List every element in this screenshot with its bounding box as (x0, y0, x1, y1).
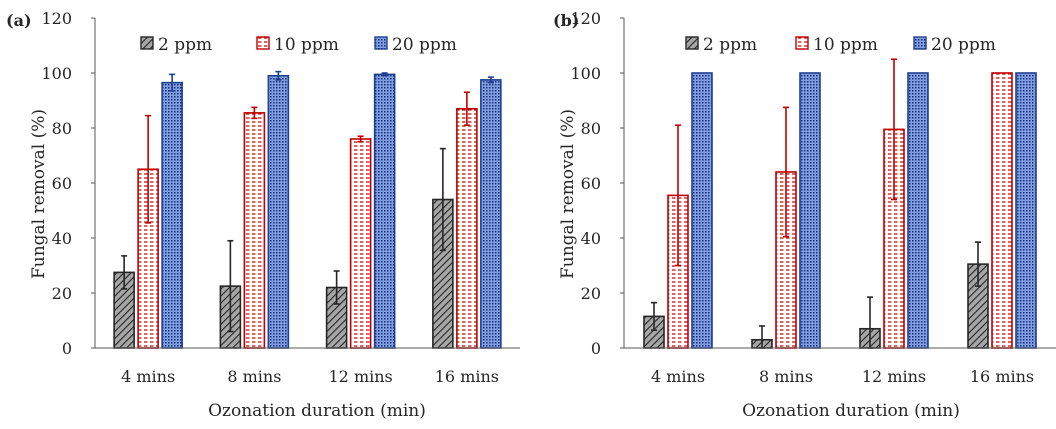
y-tick-label: 100 (570, 64, 601, 83)
error-bar (783, 106, 789, 238)
legend-swatch (685, 36, 699, 50)
bar-20ppm-16mins (1015, 72, 1037, 349)
bar-20ppm-8mins (799, 72, 821, 349)
x-axis-title: Ozonation duration (min) (208, 401, 426, 421)
y-axis-title: Fungal removal (%) (29, 109, 49, 279)
legend-swatch (913, 36, 927, 50)
y-tick-label: 120 (570, 9, 601, 28)
bar-10ppm-16mins (991, 72, 1013, 349)
x-tick-label: 16 mins (970, 367, 1034, 386)
error-bar (675, 124, 681, 267)
bar-10ppm-8mins (243, 112, 266, 349)
legend-swatch (795, 36, 809, 50)
error-bar (891, 58, 897, 201)
y-tick-label: 20 (581, 284, 601, 303)
error-bar (169, 73, 176, 92)
bar-20ppm-16mins (480, 79, 502, 349)
y-tick-label: 60 (52, 174, 72, 193)
legend-swatch (256, 36, 270, 50)
bar-20ppm-12mins (373, 73, 396, 349)
error-bar (381, 72, 388, 77)
bar-20ppm-4mins (161, 81, 183, 349)
error-bar (275, 70, 282, 81)
x-tick-label: 4 mins (651, 367, 705, 386)
panel-label: (b) (553, 11, 579, 30)
legend-label: 20 ppm (392, 35, 457, 55)
legend-label: 10 ppm (813, 35, 878, 55)
error-bar (121, 255, 128, 290)
y-tick-label: 100 (41, 64, 72, 83)
legend-swatch (140, 36, 154, 50)
y-tick-label: 0 (62, 339, 72, 358)
y-tick-label: 80 (581, 119, 601, 138)
y-tick-label: 0 (591, 339, 601, 358)
error-bar (975, 241, 981, 287)
x-tick-label: 8 mins (227, 367, 281, 386)
error-bar (439, 147, 446, 252)
bar-10ppm-12mins (349, 138, 372, 349)
legend-label: 20 ppm (931, 35, 996, 55)
error-bar (333, 270, 340, 305)
x-tick-label: 8 mins (759, 367, 813, 386)
bar-20ppm-12mins (907, 72, 929, 349)
error-bar (357, 135, 364, 143)
x-tick-label: 16 mins (435, 367, 499, 386)
error-bar (487, 76, 494, 84)
legend-swatch (374, 36, 388, 50)
legend-label: 10 ppm (274, 35, 339, 55)
bar-20ppm-8mins (267, 74, 290, 349)
y-tick-label: 20 (52, 284, 72, 303)
bar-10ppm-16mins (456, 107, 478, 349)
error-bar (251, 106, 258, 120)
error-bar (463, 91, 470, 127)
x-tick-label: 12 mins (329, 367, 393, 386)
legend-label: 2 ppm (158, 35, 212, 55)
bar-20ppm-4mins (691, 72, 713, 349)
y-tick-label: 40 (52, 229, 72, 248)
error-bar (651, 301, 657, 331)
y-tick-label: 80 (52, 119, 72, 138)
x-axis-title: Ozonation duration (min) (742, 401, 960, 421)
chart-panel-a: (a) Fungal removal (%) Ozonation duratio… (6, 9, 520, 421)
chart-panel-b: (b) Fungal removal (%) Ozonation duratio… (553, 9, 1056, 421)
x-tick-label: 12 mins (862, 367, 926, 386)
x-tick-label: 4 mins (121, 367, 175, 386)
legend: 2 ppm 10 ppm 20 ppm (685, 35, 996, 55)
y-tick-label: 40 (581, 229, 601, 248)
y-tick-label: 60 (581, 174, 601, 193)
legend: 2 ppm 10 ppm 20 ppm (140, 35, 457, 55)
panel-label: (a) (6, 11, 32, 30)
error-bar (227, 239, 234, 333)
y-tick-label: 120 (41, 9, 72, 28)
legend-label: 2 ppm (703, 35, 757, 55)
error-bar (145, 114, 152, 224)
y-axis-title: Fungal removal (%) (558, 109, 578, 279)
